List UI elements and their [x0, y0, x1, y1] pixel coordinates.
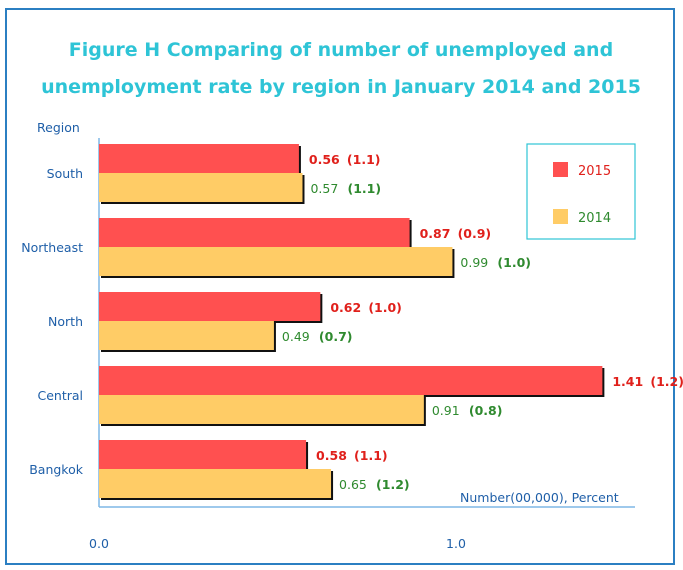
- bar-2015-south: [99, 144, 299, 173]
- tick-labels: South Northeast North Central Bangkok 0.0 1.0: [21, 166, 466, 551]
- category-label-central: Central: [37, 388, 83, 403]
- value-label-2015-bangkok: 0.58: [316, 448, 347, 463]
- value-label-2014-bangkok: 0.65: [339, 477, 367, 492]
- x-tick-label-1: 1.0: [446, 536, 466, 551]
- value-label-2014-south: 0.57: [310, 181, 338, 196]
- category-label-northeast: Northeast: [21, 240, 83, 255]
- data-labels: 0.56 (1.1) 0.57 (1.1) 0.87 (0.9) 0.99 (1.0) 0.62…: [282, 152, 683, 492]
- category-label-bangkok: Bangkok: [29, 462, 84, 477]
- legend-box: [526, 143, 636, 240]
- bar-2015-central: [99, 366, 603, 395]
- rate-label-2015-south: (1.1): [347, 152, 381, 167]
- value-label-2015-south: 0.56: [309, 152, 340, 167]
- bar-2014-south: [99, 173, 303, 202]
- bars: [99, 144, 605, 500]
- legend-label-2014: 2014: [578, 211, 611, 226]
- rate-label-2014-north: (0.7): [319, 329, 353, 344]
- value-label-2015-northeast: 0.87: [420, 226, 451, 241]
- rate-label-2015-northeast: (0.9): [458, 226, 492, 241]
- rate-label-2014-northeast: (1.0): [497, 255, 531, 270]
- y-axis-label: Region: [37, 120, 80, 135]
- chart-title-line-2: unemployment rate by region in January 2…: [41, 76, 641, 98]
- legend: 2015 2014: [526, 143, 636, 240]
- chart-frame: [5, 8, 675, 565]
- rate-label-2015-central: (1.2): [650, 374, 683, 389]
- bar-2014-central: [99, 395, 424, 424]
- x-axis-label: Number(00,000), Percent: [460, 490, 619, 505]
- bar-2015-northeast: [99, 218, 410, 247]
- rate-label-2014-central: (0.8): [469, 403, 503, 418]
- value-label-2014-north: 0.49: [282, 329, 310, 344]
- value-label-2015-north: 0.62: [330, 300, 361, 315]
- bar-2015-bangkok: [99, 440, 307, 469]
- rate-label-2015-north: (1.0): [368, 300, 402, 315]
- rate-label-2014-south: (1.1): [347, 181, 381, 196]
- rate-label-2015-bangkok: (1.1): [354, 448, 388, 463]
- x-tick-label-0: 0.0: [89, 536, 109, 551]
- bar-2014-north: [99, 321, 274, 350]
- chart-title-line-1: Figure H Comparing of number of unemploy…: [69, 39, 613, 61]
- value-label-2014-northeast: 0.99: [460, 255, 488, 270]
- value-label-2015-central: 1.41: [612, 374, 643, 389]
- bar-2014-bangkok: [99, 469, 332, 498]
- legend-label-2015: 2015: [578, 164, 611, 179]
- category-label-north: North: [48, 314, 83, 329]
- bar-2015-north: [99, 292, 321, 321]
- value-label-2014-central: 0.91: [432, 403, 460, 418]
- bar-2014-northeast: [99, 247, 453, 276]
- legend-swatch-2015: [553, 162, 568, 177]
- legend-swatch-2014: [553, 209, 568, 224]
- category-label-south: South: [47, 166, 83, 181]
- rate-label-2014-bangkok: (1.2): [376, 477, 410, 492]
